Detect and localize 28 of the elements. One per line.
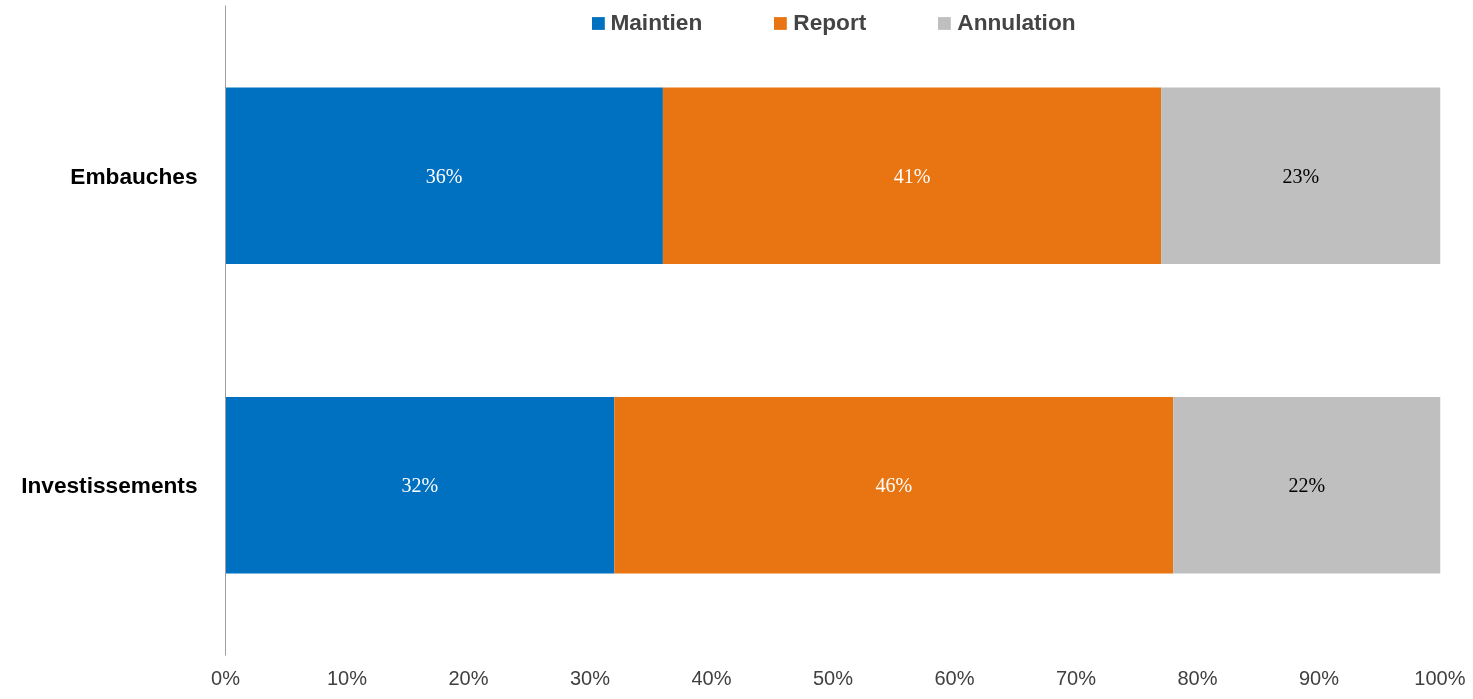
x-tick-label: 100%	[1414, 666, 1466, 689]
bar	[662, 87, 1162, 264]
data-label: 46%	[875, 474, 913, 497]
x-tick-label: 10%	[326, 666, 368, 689]
bar	[225, 397, 615, 574]
data-label: 23%	[1282, 164, 1320, 187]
data-label: 32%	[401, 474, 439, 497]
bar	[1173, 397, 1441, 574]
x-tick-label: 50%	[812, 666, 854, 689]
y-tick-label: Embauches	[70, 162, 198, 189]
x-tick-label: 40%	[691, 666, 732, 689]
legend-label: Report	[793, 9, 867, 36]
x-tick-label: 70%	[1055, 666, 1097, 689]
x-tick-label: 90%	[1298, 666, 1340, 689]
legend-label: Maintien	[610, 9, 703, 36]
legend-label: Annulation	[957, 9, 1076, 36]
x-tick-label: 0%	[211, 666, 241, 689]
data-label: 36%	[425, 164, 463, 187]
data-label: 22%	[1288, 474, 1326, 497]
y-tick-label: Investissements	[21, 472, 198, 499]
x-tick-label: 80%	[1177, 666, 1218, 689]
bar	[614, 397, 1174, 574]
x-tick-label: 30%	[569, 666, 611, 689]
bar	[225, 87, 663, 264]
bar	[1161, 87, 1441, 264]
x-tick-label: 20%	[448, 666, 489, 689]
data-label: 41%	[893, 164, 931, 187]
x-tick-label: 60%	[934, 666, 975, 689]
